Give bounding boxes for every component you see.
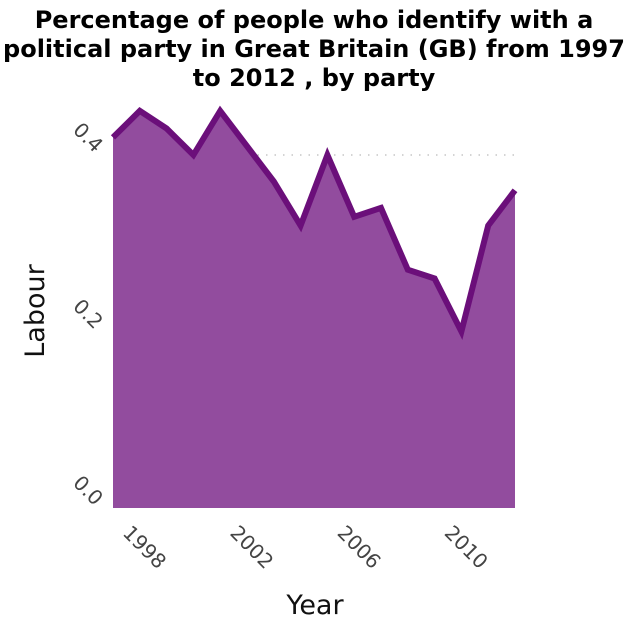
x-tick-label: 1998 — [118, 521, 171, 574]
x-axis-ticks: 1998 2002 2006 2010 — [118, 521, 493, 574]
area-series — [110, 105, 518, 509]
chart-title: Percentage of people who identify with a… — [3, 6, 625, 92]
y-tick-label: 0.2 — [68, 294, 107, 333]
area-fill — [113, 110, 515, 509]
series-line — [110, 105, 518, 341]
x-axis-label: Year — [285, 590, 344, 621]
x-tick-label: 2006 — [333, 521, 386, 574]
y-axis-ticks: 0.0 0.2 0.4 — [68, 118, 107, 510]
y-tick-label: 0.0 — [68, 471, 107, 510]
y-tick-label: 0.4 — [68, 118, 107, 157]
x-tick-label: 2010 — [440, 521, 493, 574]
y-axis-label: Labour — [20, 263, 51, 357]
x-tick-label: 2002 — [225, 521, 278, 574]
